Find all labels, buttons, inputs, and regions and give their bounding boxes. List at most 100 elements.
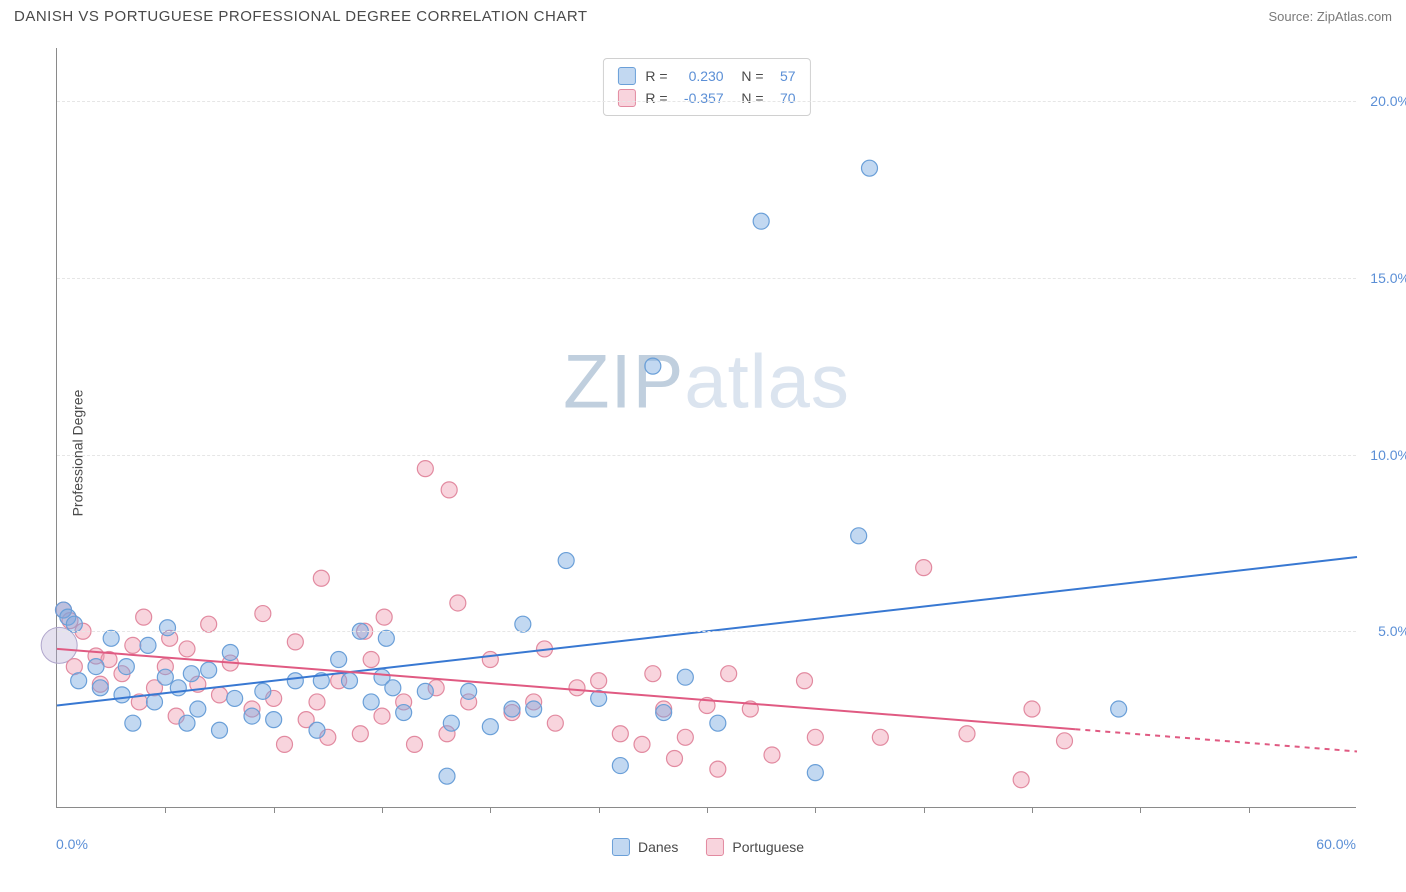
data-point-danes	[157, 669, 173, 685]
data-point-portuguese	[441, 482, 457, 498]
data-point-portuguese	[125, 637, 141, 653]
data-point-danes	[862, 160, 878, 176]
data-point-portuguese	[916, 560, 932, 576]
x-max-label: 60.0%	[1316, 836, 1356, 852]
data-point-portuguese	[136, 609, 152, 625]
data-point-danes	[222, 644, 238, 660]
data-point-danes	[183, 666, 199, 682]
trend-line-portuguese-dashed	[1075, 729, 1357, 751]
data-point-portuguese	[721, 666, 737, 682]
swatch-portuguese	[706, 838, 724, 856]
data-point-danes	[92, 680, 108, 696]
x-tick	[599, 807, 600, 813]
data-point-danes	[417, 683, 433, 699]
x-tick	[924, 807, 925, 813]
data-point-danes	[147, 694, 163, 710]
data-point-portuguese	[569, 680, 585, 696]
data-point-portuguese	[807, 729, 823, 745]
chart-container: Professional Degree ZIPatlas R = 0.230 N…	[18, 48, 1398, 858]
data-point-danes	[1111, 701, 1127, 717]
y-tick-label: 5.0%	[1378, 623, 1406, 639]
data-point-danes	[170, 680, 186, 696]
x-min-label: 0.0%	[56, 836, 88, 852]
data-point-danes	[807, 765, 823, 781]
data-point-portuguese	[1024, 701, 1040, 717]
legend-label-portuguese: Portuguese	[732, 839, 804, 855]
data-point-danes	[227, 690, 243, 706]
data-point-portuguese	[277, 736, 293, 752]
data-point-danes	[385, 680, 401, 696]
grid-line	[57, 278, 1356, 279]
y-tick-label: 20.0%	[1370, 93, 1406, 109]
x-tick	[1140, 807, 1141, 813]
data-point-portuguese	[482, 652, 498, 668]
grid-line	[57, 631, 1356, 632]
data-point-portuguese	[407, 736, 423, 752]
data-point-portuguese	[1057, 733, 1073, 749]
data-point-portuguese	[309, 694, 325, 710]
data-point-danes	[504, 701, 520, 717]
data-point-danes	[677, 669, 693, 685]
data-point-portuguese	[764, 747, 780, 763]
data-point-danes	[212, 722, 228, 738]
legend-label-danes: Danes	[638, 839, 678, 855]
data-point-danes	[656, 705, 672, 721]
data-point-danes	[71, 673, 87, 689]
data-point-danes	[526, 701, 542, 717]
data-point-danes	[66, 616, 82, 632]
x-tick	[1249, 807, 1250, 813]
y-tick-label: 15.0%	[1370, 270, 1406, 286]
x-tick	[382, 807, 383, 813]
plot-area: ZIPatlas R = 0.230 N = 57 R = -0.357 N =…	[56, 48, 1356, 808]
data-point-portuguese	[287, 634, 303, 650]
data-point-danes	[558, 553, 574, 569]
data-point-portuguese	[1013, 772, 1029, 788]
x-tick	[815, 807, 816, 813]
data-point-portuguese	[667, 751, 683, 767]
x-tick	[707, 807, 708, 813]
data-point-portuguese	[612, 726, 628, 742]
data-point-danes	[461, 683, 477, 699]
data-point-portuguese	[634, 736, 650, 752]
y-tick-label: 10.0%	[1370, 447, 1406, 463]
data-point-danes	[266, 712, 282, 728]
chart-source: Source: ZipAtlas.com	[1268, 9, 1392, 24]
data-point-portuguese	[710, 761, 726, 777]
data-point-danes	[114, 687, 130, 703]
data-point-danes	[88, 659, 104, 675]
data-point-danes	[160, 620, 176, 636]
data-point-portuguese	[374, 708, 390, 724]
data-point-danes	[179, 715, 195, 731]
data-point-portuguese	[66, 659, 82, 675]
data-point-portuguese	[450, 595, 466, 611]
data-point-portuguese	[352, 726, 368, 742]
origin-marker	[41, 627, 77, 663]
data-point-portuguese	[797, 673, 813, 689]
data-point-danes	[118, 659, 134, 675]
swatch-danes	[612, 838, 630, 856]
grid-line	[57, 455, 1356, 456]
data-point-danes	[342, 673, 358, 689]
x-tick	[274, 807, 275, 813]
data-point-portuguese	[872, 729, 888, 745]
data-point-danes	[125, 715, 141, 731]
scatter-svg	[57, 48, 1356, 807]
trend-line-portuguese	[57, 649, 1075, 729]
legend-item-danes: Danes	[612, 838, 678, 856]
grid-line	[57, 101, 1356, 102]
data-point-portuguese	[677, 729, 693, 745]
data-point-danes	[103, 630, 119, 646]
data-point-portuguese	[591, 673, 607, 689]
data-point-danes	[287, 673, 303, 689]
data-point-danes	[331, 652, 347, 668]
data-point-danes	[363, 694, 379, 710]
data-point-portuguese	[376, 609, 392, 625]
data-point-portuguese	[212, 687, 228, 703]
series-legend: Danes Portuguese	[612, 838, 804, 856]
data-point-danes	[201, 662, 217, 678]
data-point-danes	[443, 715, 459, 731]
legend-item-portuguese: Portuguese	[706, 838, 804, 856]
data-point-portuguese	[255, 606, 271, 622]
data-point-danes	[309, 722, 325, 738]
x-tick	[1032, 807, 1033, 813]
